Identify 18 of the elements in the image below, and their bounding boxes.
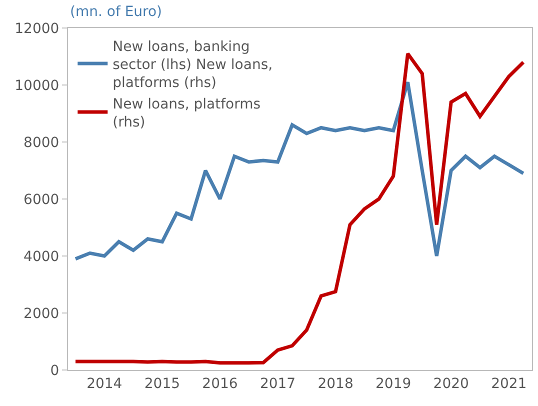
y-tick-label: 0: [50, 362, 60, 379]
x-tick-label: 2021: [491, 376, 527, 392]
legend-label: New loans, platforms (rhs): [112, 96, 261, 131]
x-tick-label: 2020: [433, 376, 469, 392]
y-axis-title: (mn. of Euro): [70, 4, 162, 20]
y-tick-label: 10000: [14, 78, 60, 94]
y-tick-label: 2000: [24, 306, 60, 322]
y-tick-label: 12000: [14, 20, 60, 37]
x-tick-label: 2014: [86, 376, 122, 392]
x-tick-label: 2015: [144, 376, 180, 392]
x-tick-label: 2017: [260, 376, 296, 392]
x-tick-label: 2018: [318, 376, 354, 392]
x-tick-label: 2019: [376, 376, 412, 392]
y-tick-label: 6000: [24, 192, 60, 208]
y-tick-label: 4000: [24, 248, 60, 265]
y-tick-label: 8000: [24, 134, 60, 151]
x-tick-label: 2016: [202, 376, 238, 392]
legend-label: New loans, banking sector (lhs) New loans, platforms (rhs): [112, 38, 273, 92]
